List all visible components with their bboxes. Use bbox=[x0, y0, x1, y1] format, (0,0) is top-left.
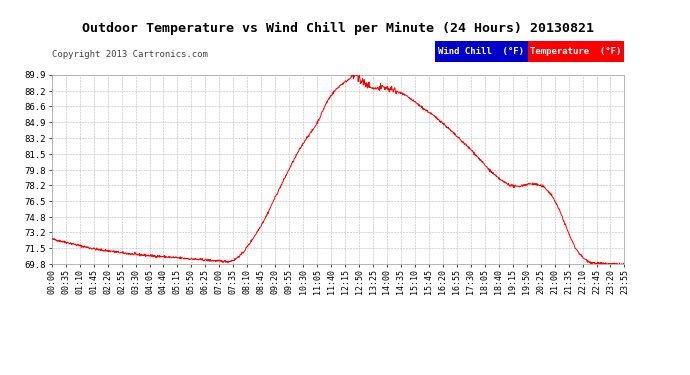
Text: Copyright 2013 Cartronics.com: Copyright 2013 Cartronics.com bbox=[52, 50, 208, 59]
Text: Temperature  (°F): Temperature (°F) bbox=[531, 47, 622, 56]
Text: Outdoor Temperature vs Wind Chill per Minute (24 Hours) 20130821: Outdoor Temperature vs Wind Chill per Mi… bbox=[82, 22, 594, 34]
Text: Wind Chill  (°F): Wind Chill (°F) bbox=[438, 47, 524, 56]
